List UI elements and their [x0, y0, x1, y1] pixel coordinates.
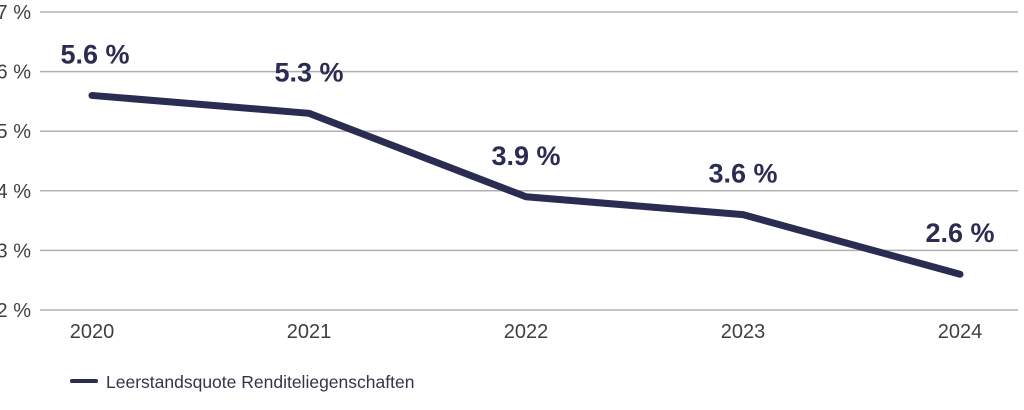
y-tick-label: 2 % — [0, 300, 31, 322]
data-point-label: 2.6 % — [925, 218, 994, 248]
y-tick-label: 5 % — [0, 121, 31, 143]
x-tick-label: 2021 — [287, 321, 332, 343]
legend: Leerstandsquote Renditeliegenschaften — [70, 372, 414, 392]
legend-label: Leerstandsquote Renditeliegenschaften — [106, 372, 414, 392]
x-axis-tick-labels: 2020 2021 2022 2023 2024 — [70, 321, 983, 343]
y-axis-tick-labels: 7 % 6 % 5 % 4 % 3 % 2 % — [0, 2, 31, 322]
y-tick-label: 7 % — [0, 2, 31, 24]
data-point-label: 5.3 % — [274, 57, 343, 87]
x-tick-label: 2020 — [70, 321, 115, 343]
x-tick-label: 2022 — [504, 321, 549, 343]
y-tick-label: 6 % — [0, 62, 31, 84]
y-tick-label: 3 % — [0, 240, 31, 262]
gridlines — [40, 11, 1018, 311]
series-line — [88, 91, 964, 278]
data-point-label: 3.9 % — [491, 141, 560, 171]
data-point-label: 5.6 % — [60, 39, 129, 69]
data-point-labels: 5.6 % 5.3 % 3.9 % 3.6 % 2.6 % — [60, 39, 994, 248]
x-tick-label: 2024 — [938, 321, 983, 343]
y-tick-label: 4 % — [0, 181, 31, 203]
x-tick-label: 2023 — [721, 321, 766, 343]
data-point-label: 3.6 % — [708, 159, 777, 189]
